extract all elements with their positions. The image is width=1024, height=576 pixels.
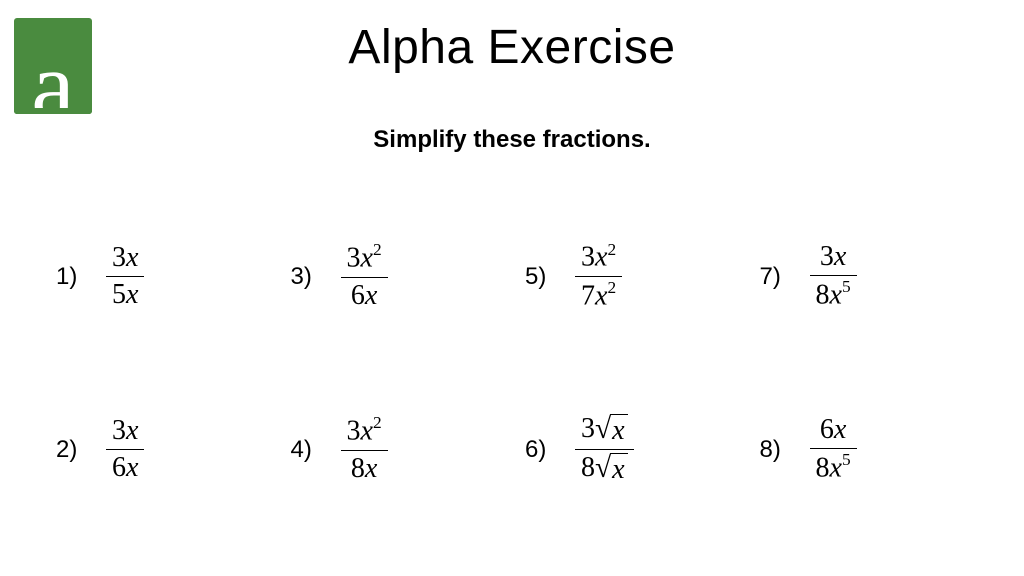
fraction: 3x 8x5: [810, 241, 857, 312]
fraction-bar: [575, 276, 622, 277]
problem-label: 1): [56, 263, 82, 291]
fraction: 6x 8x5: [810, 414, 857, 485]
numerator: 6x: [814, 414, 852, 446]
fraction: 3x 6x: [106, 415, 144, 484]
page-title: Alpha Exercise: [0, 20, 1024, 75]
problem-label: 7): [760, 263, 786, 291]
problem-7: 7) 3x 8x5: [760, 190, 985, 363]
denominator: 5x: [106, 279, 144, 311]
fraction-bar: [575, 449, 634, 450]
denominator: 6x: [106, 452, 144, 484]
numerator: 3x2: [341, 241, 388, 275]
fraction-bar: [341, 277, 388, 278]
problem-4: 4) 3x2 8x: [291, 363, 516, 536]
problem-8: 8) 6x 8x5: [760, 363, 985, 536]
denominator: 8√x: [575, 452, 634, 486]
fraction: 3x2 7x2: [575, 240, 622, 312]
denominator: 8x5: [810, 451, 857, 485]
fraction: 3x 5x: [106, 242, 144, 311]
denominator: 6x: [345, 280, 383, 312]
problem-label: 2): [56, 436, 82, 464]
problems-grid: 1) 3x 5x 2) 3x 6x 3) 3x2 6x 4): [56, 190, 984, 536]
numerator: 3x2: [341, 414, 388, 448]
denominator: 7x2: [575, 279, 622, 313]
fraction-bar: [106, 449, 144, 450]
fraction-bar: [341, 450, 388, 451]
fraction: 3x2 6x: [341, 241, 388, 312]
problem-5: 5) 3x2 7x2: [525, 190, 750, 363]
denominator: 8x5: [810, 278, 857, 312]
fraction: 3√x 8√x: [575, 413, 634, 486]
problem-label: 3): [291, 263, 317, 291]
worksheet-page: a Alpha Exercise Simplify these fraction…: [0, 0, 1024, 576]
fraction: 3x2 8x: [341, 414, 388, 485]
numerator: 3x: [814, 241, 852, 273]
problem-label: 5): [525, 263, 551, 291]
problem-3: 3) 3x2 6x: [291, 190, 516, 363]
numerator: 3x: [106, 242, 144, 274]
problem-1: 1) 3x 5x: [56, 190, 281, 363]
numerator: 3x: [106, 415, 144, 447]
problem-2: 2) 3x 6x: [56, 363, 281, 536]
problem-label: 4): [291, 436, 317, 464]
instruction-text: Simplify these fractions.: [0, 126, 1024, 154]
numerator: 3x2: [575, 240, 622, 274]
numerator: 3√x: [575, 413, 634, 447]
denominator: 8x: [345, 453, 383, 485]
fraction-bar: [106, 276, 144, 277]
problem-label: 8): [760, 436, 786, 464]
problem-label: 6): [525, 436, 551, 464]
problem-6: 6) 3√x 8√x: [525, 363, 750, 536]
